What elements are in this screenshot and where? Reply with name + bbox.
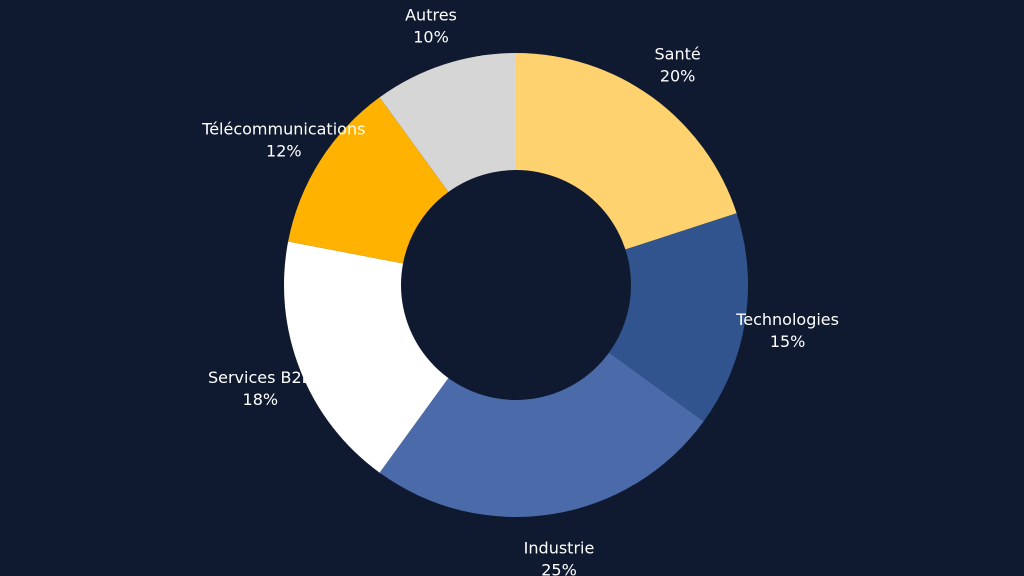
slice-name-label: Industrie — [524, 539, 595, 558]
slice-name-label: Services B2B — [208, 368, 313, 387]
slice-value-label: 18% — [243, 390, 279, 409]
slice-value-label: 25% — [541, 561, 577, 576]
slice-label-services-b2b: Services B2B 18% — [208, 368, 313, 409]
slice-name-label: Télécommunications — [201, 120, 365, 139]
slice-value-label: 12% — [266, 142, 302, 161]
slice-label-industrie: Industrie 25% — [524, 539, 595, 576]
slice-label-sante: Santé 20% — [654, 45, 700, 86]
slice-industrie — [379, 285, 704, 518]
slice-name-label: Santé — [654, 45, 700, 64]
donut-hole — [401, 170, 631, 400]
slice-value-label: 15% — [770, 332, 806, 351]
slice-label-telecommunications: Télécommunications 12% — [201, 120, 365, 161]
slice-technologies — [516, 213, 749, 422]
slice-value-label: 20% — [660, 67, 696, 86]
slice-name-label: Autres — [405, 6, 457, 25]
slice-value-label: 10% — [413, 28, 449, 47]
slice-name-label: Technologies — [735, 310, 839, 329]
slice-label-technologies: Technologies 15% — [735, 310, 839, 351]
labels-group: Santé 20% Technologies 15% Industrie 25% Servi… — [201, 6, 839, 576]
slice-label-autres: Autres 10% — [405, 6, 457, 47]
